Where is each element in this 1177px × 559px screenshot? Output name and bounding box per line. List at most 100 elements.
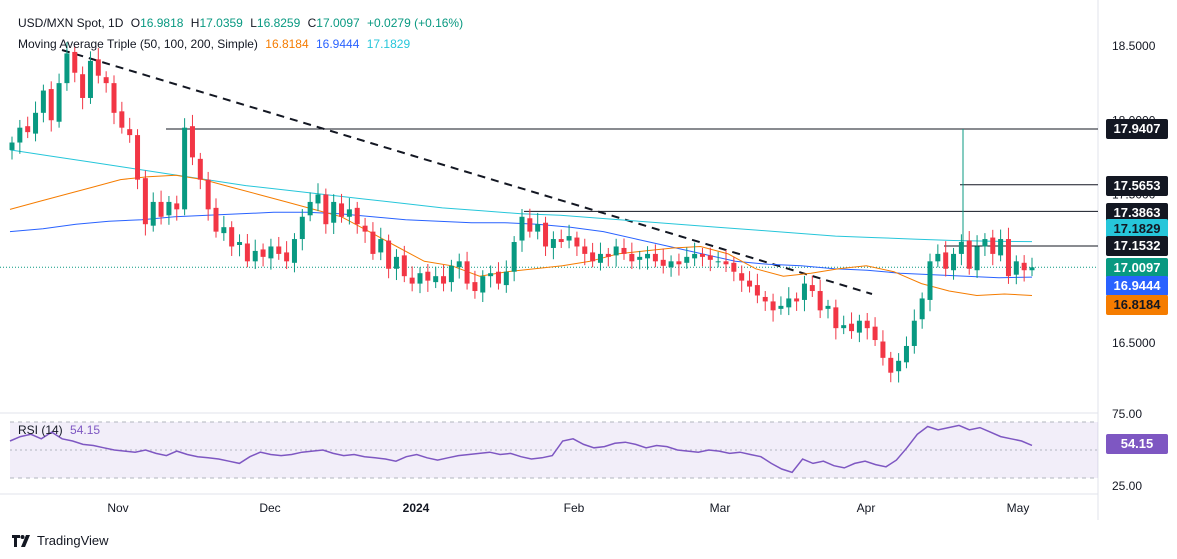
candle[interactable] — [480, 270, 486, 303]
candle[interactable] — [754, 273, 760, 304]
candle[interactable] — [590, 242, 596, 268]
candle[interactable] — [833, 299, 839, 340]
candle[interactable] — [33, 101, 39, 142]
candle[interactable] — [472, 270, 478, 299]
candle[interactable] — [127, 117, 133, 143]
candle[interactable] — [276, 236, 282, 260]
candle[interactable] — [401, 245, 407, 283]
candle[interactable] — [119, 101, 125, 134]
candle[interactable] — [637, 250, 643, 270]
candle[interactable] — [17, 119, 23, 154]
candle[interactable] — [1021, 255, 1027, 282]
candle[interactable] — [182, 118, 188, 216]
candle[interactable] — [346, 198, 352, 225]
candle[interactable] — [221, 215, 227, 241]
candle[interactable] — [794, 292, 800, 311]
candle[interactable] — [613, 238, 619, 267]
symbol-legend[interactable]: USD/MXN Spot, 1D O16.9818 H17.0359 L16.8… — [18, 16, 467, 30]
candle[interactable] — [409, 266, 415, 292]
candle[interactable] — [56, 73, 62, 128]
candle[interactable] — [166, 195, 172, 225]
candle[interactable] — [323, 188, 329, 234]
candle[interactable] — [307, 192, 313, 222]
candle[interactable] — [723, 250, 729, 273]
candle[interactable] — [652, 244, 658, 268]
candle[interactable] — [982, 233, 988, 256]
candle[interactable] — [527, 208, 533, 238]
candle[interactable] — [260, 243, 266, 267]
candle[interactable] — [668, 255, 674, 277]
candle[interactable] — [135, 129, 141, 190]
candle[interactable] — [990, 229, 996, 266]
candle[interactable] — [87, 51, 93, 104]
candle[interactable] — [880, 330, 886, 366]
candle[interactable] — [456, 253, 462, 279]
candle[interactable] — [1005, 227, 1011, 284]
candle[interactable] — [903, 336, 909, 369]
candle[interactable] — [699, 247, 705, 267]
candle[interactable] — [495, 262, 501, 290]
candle[interactable] — [558, 229, 564, 248]
candle[interactable] — [856, 314, 862, 343]
candle[interactable] — [197, 152, 203, 190]
candle[interactable] — [511, 236, 517, 282]
candle[interactable] — [189, 114, 195, 166]
candle[interactable] — [597, 242, 603, 271]
candle[interactable] — [911, 309, 917, 354]
candle[interactable] — [1029, 257, 1035, 277]
candle[interactable] — [574, 231, 580, 256]
candle[interactable] — [605, 247, 611, 267]
candle[interactable] — [48, 81, 54, 132]
candle[interactable] — [550, 231, 556, 260]
candle[interactable] — [621, 238, 627, 260]
candle[interactable] — [943, 241, 949, 277]
candle[interactable] — [778, 296, 784, 315]
candle[interactable] — [645, 246, 651, 270]
candle[interactable] — [715, 251, 721, 268]
candle[interactable] — [370, 222, 376, 260]
candle[interactable] — [488, 265, 494, 288]
candle[interactable] — [896, 353, 902, 383]
candle[interactable] — [9, 136, 15, 160]
ma-legend[interactable]: Moving Average Triple (50, 100, 200, Sim… — [18, 37, 414, 51]
candle[interactable] — [503, 260, 509, 293]
candle[interactable] — [237, 234, 243, 257]
candle[interactable] — [951, 247, 957, 280]
candle[interactable] — [386, 234, 392, 279]
candle[interactable] — [354, 201, 360, 234]
candle[interactable] — [998, 229, 1004, 262]
candle[interactable] — [72, 46, 78, 83]
candle[interactable] — [25, 116, 31, 139]
candle[interactable] — [786, 287, 792, 316]
candle[interactable] — [809, 275, 815, 297]
candle[interactable] — [770, 293, 776, 322]
rsi-legend[interactable]: RSI (14) 54.15 — [18, 423, 104, 437]
candle[interactable] — [158, 190, 164, 225]
candle[interactable] — [331, 194, 337, 235]
candle[interactable] — [299, 209, 305, 251]
candle[interactable] — [864, 313, 870, 340]
candle[interactable] — [441, 264, 447, 292]
candle[interactable] — [629, 242, 635, 270]
candle[interactable] — [362, 217, 368, 243]
candle[interactable] — [535, 212, 541, 240]
candle[interactable] — [872, 317, 878, 346]
candle[interactable] — [393, 249, 399, 281]
candle[interactable] — [958, 234, 964, 266]
candle[interactable] — [142, 170, 148, 236]
candle[interactable] — [229, 221, 235, 256]
candle[interactable] — [739, 265, 745, 292]
candle[interactable] — [80, 66, 86, 110]
candle[interactable] — [684, 247, 690, 269]
candle[interactable] — [111, 75, 117, 125]
candle[interactable] — [268, 238, 274, 270]
candle[interactable] — [707, 247, 713, 272]
candle[interactable] — [676, 253, 682, 276]
candle[interactable] — [378, 227, 384, 261]
candle[interactable] — [244, 234, 250, 268]
candle[interactable] — [205, 171, 211, 221]
candle[interactable] — [174, 195, 180, 221]
candle[interactable] — [927, 253, 933, 312]
candle[interactable] — [519, 209, 525, 252]
